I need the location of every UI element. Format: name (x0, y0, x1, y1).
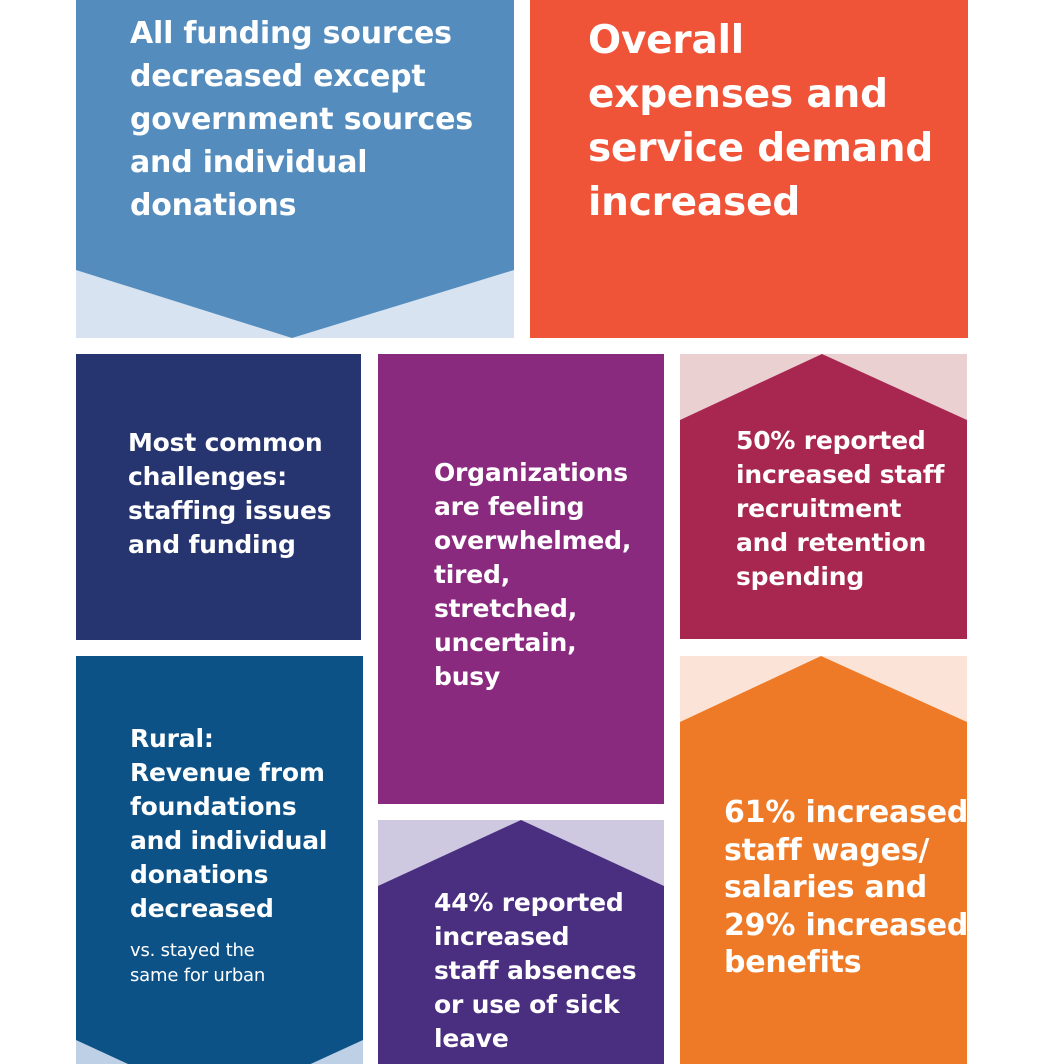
common-challenges-text: Most common challenges: staffing issues … (128, 428, 332, 559)
common-challenges-tile: Most common challenges: staffing issues … (76, 354, 361, 640)
wages-tile: 61% increased staff wages/ salaries and … (680, 656, 967, 1064)
feelings-text: Organizations are feeling overwhelmed, t… (434, 458, 632, 691)
expenses-demand-tile: Overall expenses and service demand incr… (530, 0, 968, 338)
rural-tile: Rural: Revenue from foundations and indi… (76, 656, 363, 1064)
wages-text: 61% increased staff wages/ salaries and … (724, 795, 967, 980)
absences-shape (378, 820, 664, 1064)
rural-text: Rural: Revenue from foundations and indi… (130, 724, 328, 923)
recruitment-text: 50% reported increased staff recruitment… (736, 426, 945, 591)
funding-sources-text: All funding sources decreased except gov… (130, 16, 473, 223)
absences-text: 44% reported increased staff absences or… (434, 888, 637, 1053)
recruitment-tile: 50% reported increased staff recruitment… (680, 354, 967, 639)
absences-tile: 44% reported increased staff absences or… (378, 820, 664, 1064)
funding-sources-shape (76, 0, 514, 338)
recruitment-shape (680, 354, 967, 639)
funding-sources-tile: All funding sources decreased except gov… (76, 0, 514, 338)
wages-shape (680, 656, 967, 1064)
rural-subtext: vs. stayed the same for urban (130, 940, 266, 986)
feelings-tile: Organizations are feeling overwhelmed, t… (378, 354, 664, 804)
expenses-demand-text: Overall expenses and service demand incr… (588, 18, 934, 225)
rural-shape (76, 656, 363, 1064)
